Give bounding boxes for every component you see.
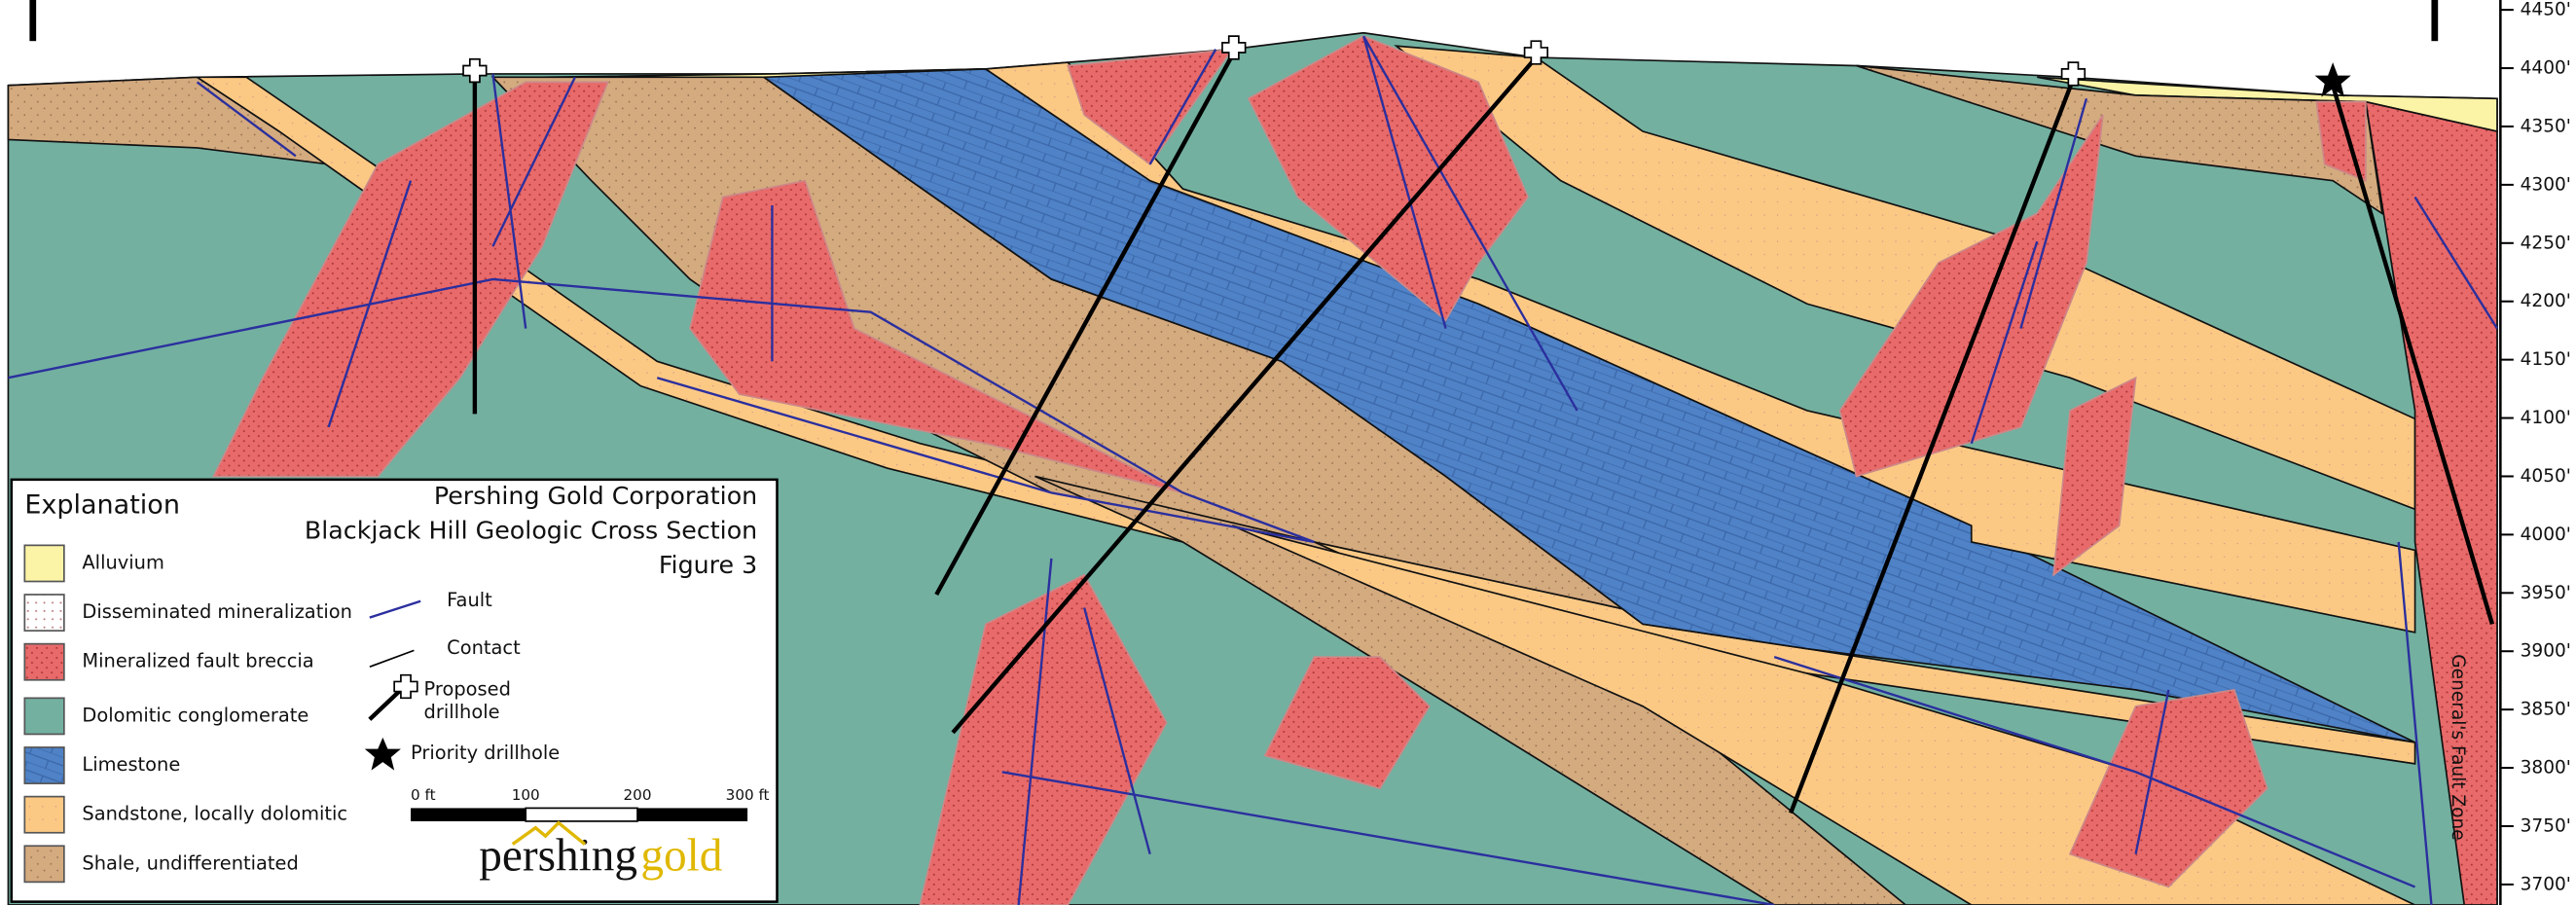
axis-label: 4350' [2521,116,2571,136]
legend-proposed: drillhole [424,701,500,723]
axis-label: 4050' [2521,466,2571,487]
header-line: Figure 3 [659,551,757,579]
scale-label: 300 ft [726,786,770,804]
axis-label: 3850' [2521,700,2571,720]
axis-label: 4250' [2521,233,2571,253]
legend-contact: Contact [447,636,521,659]
elevation-axis: 4450' 4400' 4350' 4300' 4250' 4200' 4150' 4100'… [2499,0,2571,905]
legend-fault: Fault [447,589,492,611]
axis-label: 3700' [2521,874,2571,894]
axis-label: 4150' [2521,349,2571,370]
header-line: Pershing Gold Corporation [434,482,757,510]
axis-label: 4400' [2521,58,2571,79]
legend-item: Dolomitic conglomerate [82,704,308,726]
scale-label: 100 [512,786,540,804]
header-line: Blackjack Hill Geologic Cross Section [305,517,757,545]
axis-label: 4300' [2521,174,2571,195]
logo-left: pershing [479,831,637,882]
axis-label: 3950' [2521,583,2571,603]
axis-label: 3900' [2521,641,2571,662]
axis-label: 4000' [2521,525,2571,545]
legend-title: Explanation [24,489,180,520]
axis-label: 4200' [2521,291,2571,311]
legend-item: Alluvium [82,551,163,573]
axis-label: 4100' [2521,408,2571,428]
legend-priority: Priority drillhole [411,742,560,764]
axis-label: 3800' [2521,758,2571,778]
legend-item: Limestone [82,753,180,776]
legend-item: Mineralized fault breccia [82,650,313,672]
fault-zone-label: General's Fault Zone [2448,654,2468,840]
scale-label: 0 ft [411,786,436,804]
axis-label: 4450' [2521,0,2571,20]
logo-right: gold [640,831,722,882]
legend-item: Disseminated mineralization [82,600,351,623]
legend-proposed: Proposed [424,677,511,700]
legend: Explanation Alluvium Disseminated mineral… [10,478,779,903]
legend-item: Shale, undifferentiated [82,851,298,874]
legend-item: Sandstone, locally dolomitic [82,803,347,825]
scale-label: 200 [623,786,651,804]
axis-label: 3750' [2521,815,2571,836]
